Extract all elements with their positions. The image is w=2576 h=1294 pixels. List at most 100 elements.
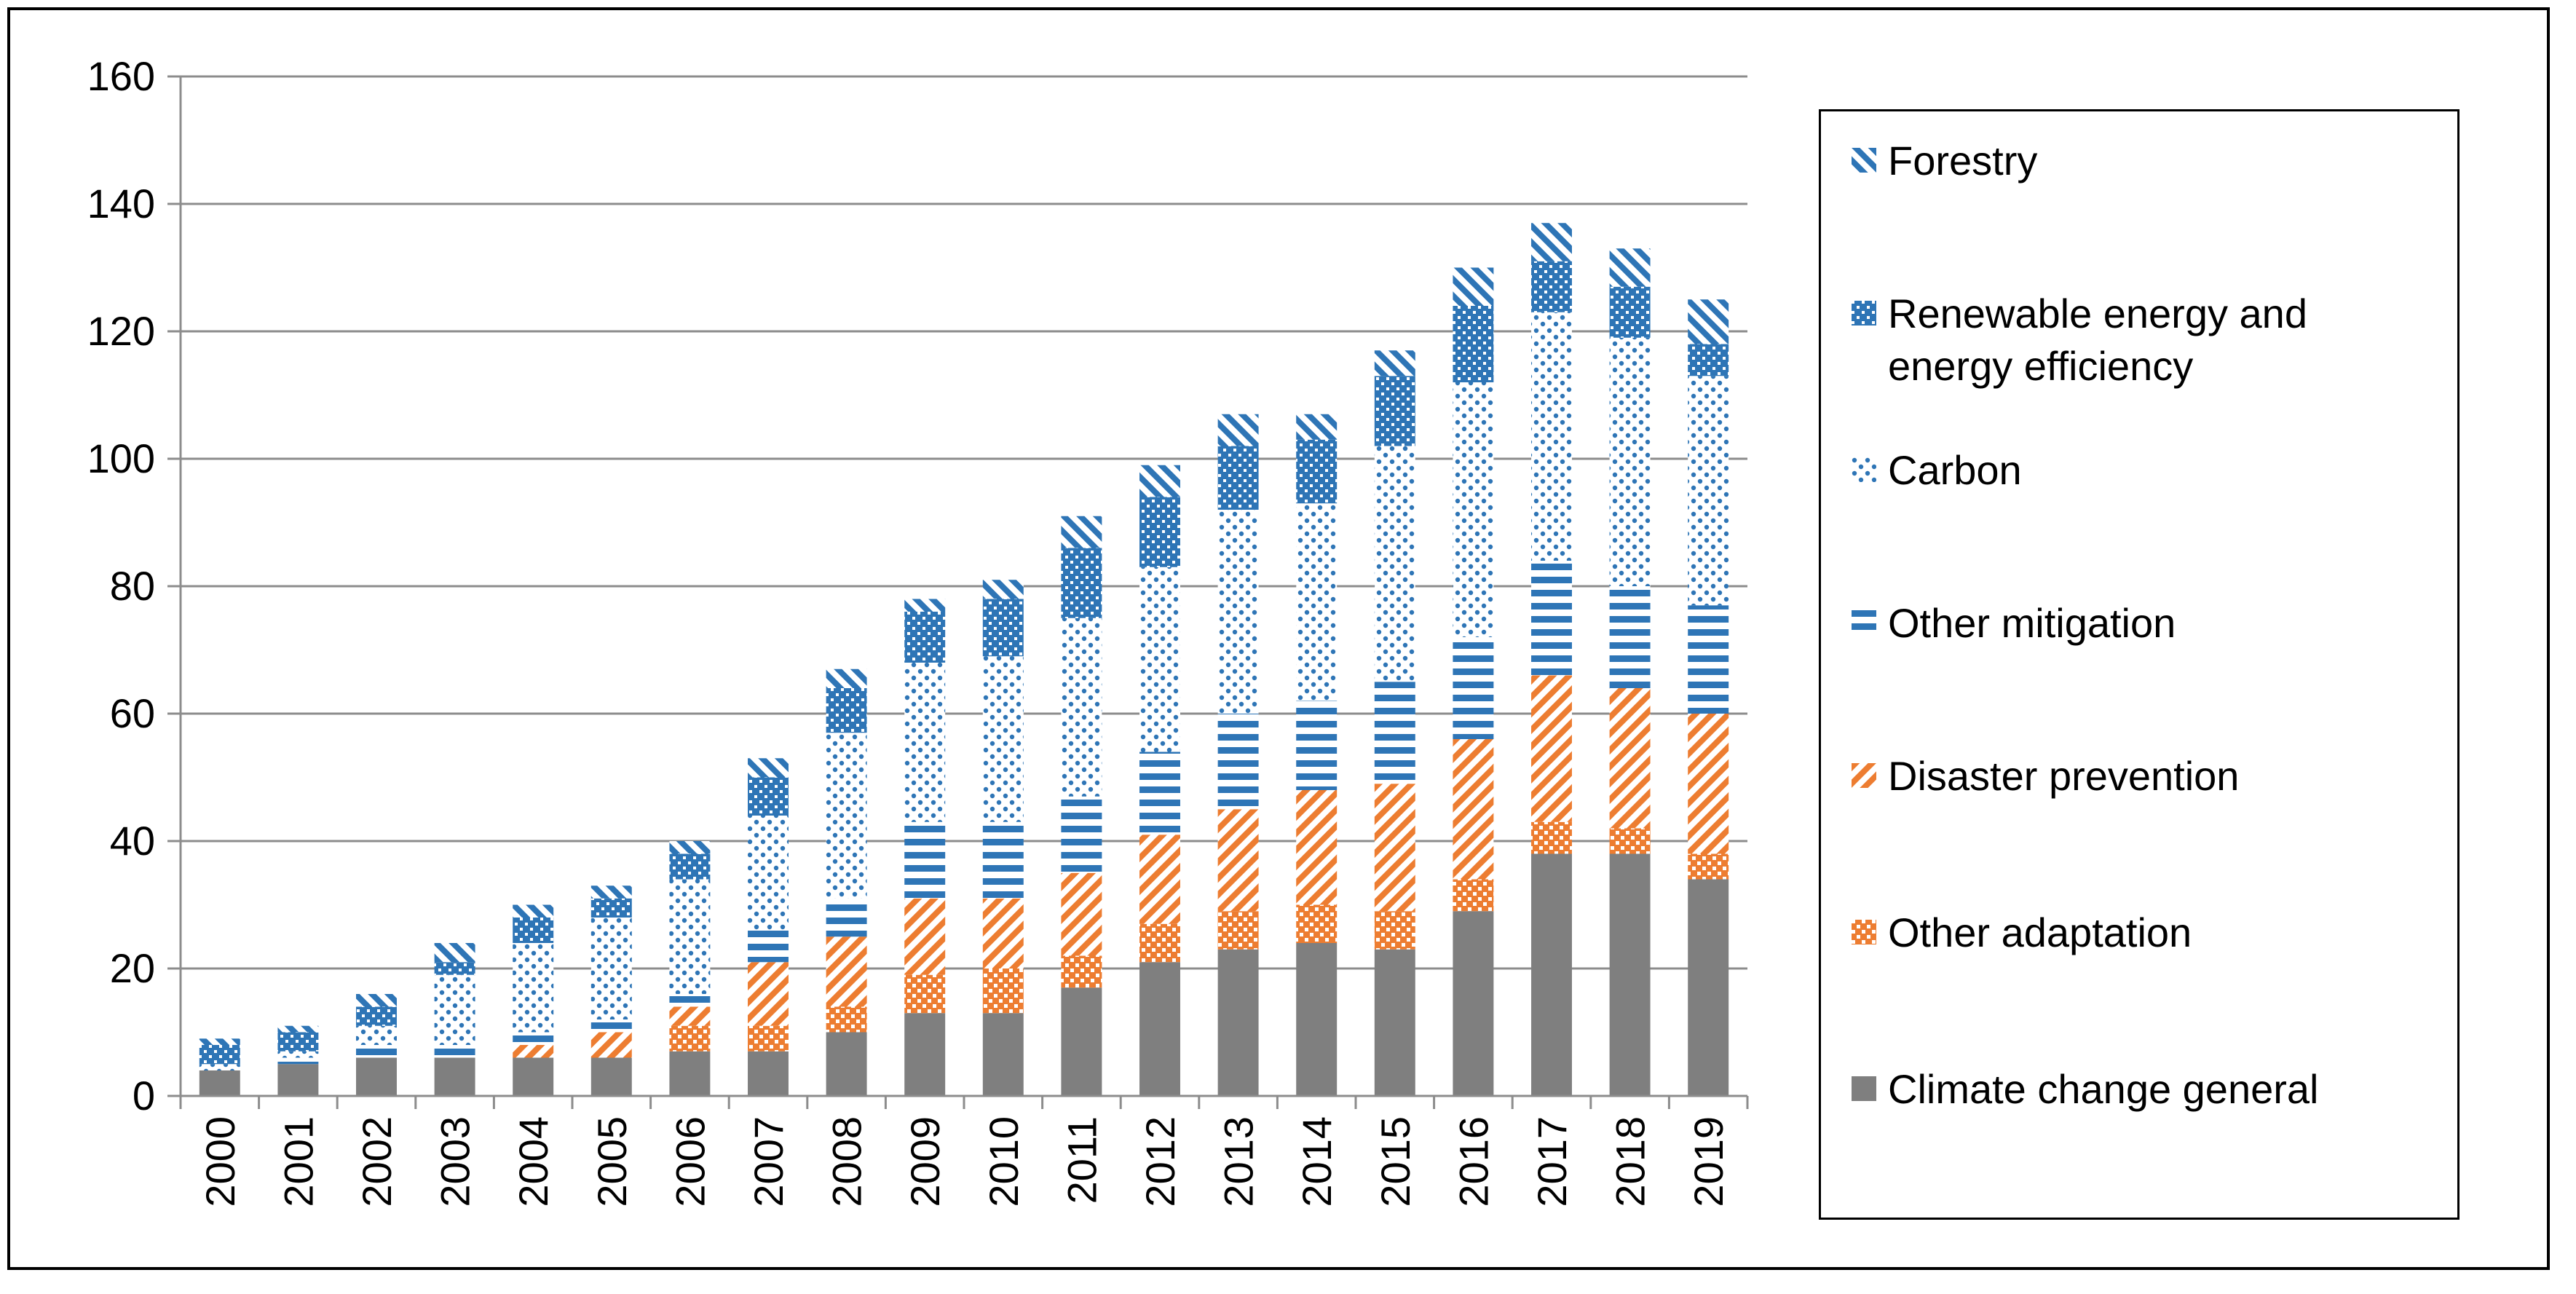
figure-frame <box>7 7 2550 1270</box>
bar-segment-2004-forestry <box>513 904 554 918</box>
bar-stack-2007 <box>748 758 789 1096</box>
legend-label: Carbon <box>1888 447 2022 493</box>
bar-segment-2004-carbon <box>513 943 554 1033</box>
x-tick-label: 2018 <box>1608 1116 1654 1207</box>
bar-segment-2002-renewable-energy-and-energy-efficiency <box>356 1006 397 1026</box>
bar-segment-2008-disaster-prevention <box>826 936 867 1007</box>
bar-segment-2005-climate-change-general <box>590 1057 632 1096</box>
x-tick-label: 2000 <box>197 1116 243 1207</box>
bar-segment-2006-forestry <box>669 841 711 854</box>
legend-label: Disaster prevention <box>1888 753 2240 799</box>
x-tick-label: 2002 <box>354 1116 400 1207</box>
bar-segment-2016-other-mitigation <box>1453 637 1494 739</box>
bar-segment-2018-forestry <box>1609 248 1651 287</box>
bar-stack-2012 <box>1139 465 1180 1096</box>
bar-segment-2006-disaster-prevention <box>669 1006 711 1026</box>
bar-segment-2009-carbon <box>904 663 946 822</box>
bar-segment-2011-carbon <box>1061 618 1102 797</box>
bar-segment-2001-renewable-energy-and-energy-efficiency <box>277 1032 319 1052</box>
bar-stacks <box>199 223 1729 1096</box>
bar-segment-2010-forestry <box>982 580 1024 599</box>
x-tick-label: 2006 <box>667 1116 713 1207</box>
bar-segment-2014-renewable-energy-and-energy-efficiency <box>1296 439 1338 504</box>
bar-segment-2017-other-mitigation <box>1531 561 1572 676</box>
bar-segment-2011-disaster-prevention <box>1061 872 1102 956</box>
bar-segment-2009-forestry <box>904 599 946 612</box>
bar-segment-2019-climate-change-general <box>1688 879 1729 1096</box>
bar-segment-2005-disaster-prevention <box>590 1032 632 1058</box>
bar-segment-2019-renewable-energy-and-energy-efficiency <box>1688 344 1729 376</box>
bar-segment-2007-carbon <box>748 816 789 931</box>
legend-item: Forestry <box>1852 135 2398 187</box>
legend-swatch-diagonal-orange <box>1852 763 1876 788</box>
bar-segment-2002-other-mitigation <box>356 1045 397 1058</box>
bar-segment-2010-other-adaptation <box>982 968 1024 1014</box>
bar-segment-2017-climate-change-general <box>1531 853 1572 1096</box>
bar-stack-2008 <box>826 668 867 1096</box>
bar-segment-2015-carbon <box>1374 446 1415 682</box>
legend-swatch-checker-blue <box>1852 301 1876 326</box>
legend-swatch-dots-orange <box>1852 920 1876 944</box>
legend-swatch-horizontal-blue <box>1852 610 1876 635</box>
bar-segment-2016-renewable-energy-and-energy-efficiency <box>1453 306 1494 382</box>
bar-segment-2011-other-mitigation <box>1061 796 1102 873</box>
bar-segment-2015-disaster-prevention <box>1374 784 1415 912</box>
x-tick-label: 2014 <box>1294 1116 1340 1207</box>
legend-item: Other adaptation <box>1852 907 2398 959</box>
bar-segment-2017-other-adaptation <box>1531 821 1572 854</box>
bar-segment-2002-climate-change-general <box>356 1057 397 1096</box>
legend-label: Other mitigation <box>1888 600 2176 646</box>
bar-segment-2003-other-mitigation <box>434 1045 475 1058</box>
bar-segment-2010-disaster-prevention <box>982 898 1024 968</box>
bar-segment-2011-forestry <box>1061 516 1102 548</box>
bar-segment-2019-other-mitigation <box>1688 605 1729 714</box>
legend-swatch-solid-gray <box>1852 1076 1876 1101</box>
gridlines <box>181 75 1747 970</box>
bar-segment-2014-disaster-prevention <box>1296 790 1338 905</box>
bar-segment-2017-carbon <box>1531 312 1572 561</box>
bar-segment-2012-forestry <box>1139 465 1180 497</box>
bar-stack-2015 <box>1374 350 1415 1096</box>
bar-stack-2001 <box>277 1025 319 1096</box>
bar-segment-2013-climate-change-general <box>1217 949 1259 1096</box>
bar-segment-2008-forestry <box>826 668 867 688</box>
bar-segment-2012-other-adaptation <box>1139 923 1180 963</box>
bar-segment-2003-carbon <box>434 974 475 1045</box>
bar-segment-2004-other-mitigation <box>513 1032 554 1045</box>
x-tick-label: 2001 <box>275 1116 321 1207</box>
x-tick-label: 2016 <box>1450 1116 1496 1207</box>
bar-segment-2012-carbon <box>1139 567 1180 752</box>
bar-segment-2018-disaster-prevention <box>1609 688 1651 829</box>
x-tick-label: 2003 <box>432 1116 478 1207</box>
bar-stack-2010 <box>982 580 1024 1096</box>
bar-segment-2015-other-mitigation <box>1374 682 1415 784</box>
bar-stack-2006 <box>669 841 711 1096</box>
x-tick-label: 2011 <box>1059 1116 1105 1204</box>
bar-segment-2017-forestry <box>1531 223 1572 261</box>
bar-segment-2005-forestry <box>590 885 632 899</box>
bar-segment-2011-renewable-energy-and-energy-efficiency <box>1061 548 1102 618</box>
legend-label: Climate change general <box>1888 1066 2319 1112</box>
bar-segment-2007-forestry <box>748 758 789 778</box>
y-tick-label: 140 <box>87 181 155 226</box>
bar-segment-2002-forestry <box>356 994 397 1007</box>
bar-segment-2010-climate-change-general <box>982 1013 1024 1096</box>
bar-segment-2008-other-mitigation <box>826 898 867 937</box>
bar-segment-2001-forestry <box>277 1025 319 1033</box>
bar-segment-2009-renewable-energy-and-energy-efficiency <box>904 612 946 663</box>
bar-segment-2008-climate-change-general <box>826 1032 867 1096</box>
bar-segment-2005-other-mitigation <box>590 1019 632 1033</box>
y-tick-label: 60 <box>110 690 155 736</box>
y-tick-label: 80 <box>110 563 155 609</box>
x-tick-label: 2005 <box>589 1116 635 1207</box>
bar-segment-2003-forestry <box>434 943 475 963</box>
bar-segment-2012-other-mitigation <box>1139 751 1180 835</box>
bar-segment-2012-disaster-prevention <box>1139 835 1180 924</box>
bar-stack-2018 <box>1609 248 1651 1096</box>
bar-segment-2013-other-adaptation <box>1217 911 1259 950</box>
bar-segment-2018-renewable-energy-and-energy-efficiency <box>1609 286 1651 338</box>
bar-segment-2018-other-mitigation <box>1609 586 1651 688</box>
x-tick-label: 2009 <box>902 1116 948 1207</box>
bar-segment-2010-other-mitigation <box>982 821 1024 899</box>
